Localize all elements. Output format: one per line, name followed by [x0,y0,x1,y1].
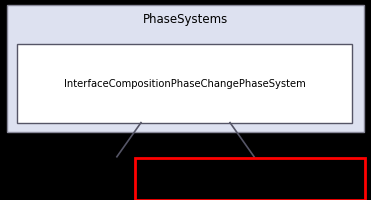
Text: PhaseSystems: PhaseSystems [143,13,228,25]
Text: InterfaceCompositionPhaseChangePhaseSystem: InterfaceCompositionPhaseChangePhaseSyst… [64,79,305,89]
FancyBboxPatch shape [17,45,352,123]
FancyBboxPatch shape [135,158,365,200]
FancyBboxPatch shape [7,6,364,132]
